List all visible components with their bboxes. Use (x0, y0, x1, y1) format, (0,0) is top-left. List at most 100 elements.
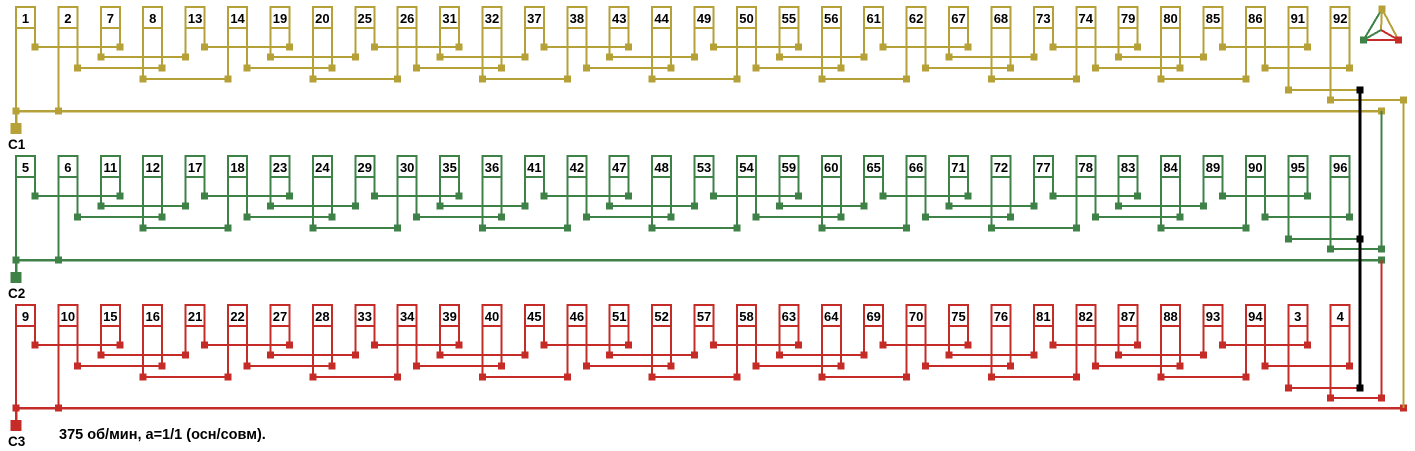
coil-box (778, 304, 800, 327)
junction-node (1176, 64, 1184, 72)
junction-node (1006, 64, 1014, 72)
coil-number: 96 (1333, 160, 1347, 175)
junction-node (1261, 213, 1269, 221)
coil-number: 29 (358, 160, 372, 175)
coil-number: 88 (1163, 309, 1177, 324)
junction-node (818, 75, 826, 83)
coil-number: 34 (400, 309, 415, 324)
coil-box (439, 304, 461, 327)
junction-node (394, 373, 402, 381)
coil-box (566, 155, 588, 178)
junction-node (328, 362, 336, 370)
coil-box (1329, 6, 1351, 29)
coil-box (1160, 6, 1182, 29)
coil-number: 50 (739, 11, 753, 26)
junction-node (964, 43, 972, 51)
coil-number: 54 (739, 160, 754, 175)
coil-number: 63 (782, 309, 796, 324)
junction-node (1327, 394, 1335, 402)
coil-number: 66 (909, 160, 923, 175)
junction-node (1030, 53, 1038, 61)
coil-box (99, 304, 121, 327)
junction-node (1284, 384, 1292, 392)
coil-number: 18 (230, 160, 244, 175)
junction-node (182, 351, 190, 359)
coil-number: 33 (358, 309, 372, 324)
coil-box (990, 304, 1012, 327)
terminal-c2-label: C2 (8, 286, 25, 301)
junction-node (139, 373, 147, 381)
coil-box (608, 155, 630, 178)
junction-node (31, 43, 39, 51)
junction-node (243, 362, 251, 370)
coil-number: 95 (1291, 160, 1305, 175)
coil-box (990, 155, 1012, 178)
junction-node (436, 202, 444, 210)
coil-box (227, 6, 249, 29)
junction-node (266, 351, 274, 359)
junction-node (1199, 53, 1207, 61)
junction-node (1157, 75, 1165, 83)
junction-node (1242, 224, 1250, 232)
junction-node (903, 224, 911, 232)
coil-number: 70 (909, 309, 923, 324)
junction-node (370, 43, 378, 51)
coil-box (481, 6, 503, 29)
coil-box (820, 304, 842, 327)
junction-node (1284, 86, 1292, 94)
coil-number: 38 (570, 11, 584, 26)
coil-box (693, 155, 715, 178)
junction-node (540, 43, 548, 51)
junction-node (224, 75, 232, 83)
coil-number: 86 (1248, 11, 1262, 26)
coil-box (863, 6, 885, 29)
junction-node (710, 192, 718, 200)
junction-node (1346, 213, 1354, 221)
junction-node (582, 64, 590, 72)
junction-node (116, 192, 124, 200)
coil-box (142, 155, 164, 178)
coil-number: 73 (1036, 11, 1050, 26)
coil-number: 61 (866, 11, 880, 26)
coil-number: 48 (654, 160, 668, 175)
coil-number: 51 (612, 309, 626, 324)
coil-number: 3 (1294, 309, 1301, 324)
coil-number: 47 (612, 160, 626, 175)
coil-box (651, 6, 673, 29)
junction-node (945, 202, 953, 210)
coil-number: 25 (358, 11, 372, 26)
coil-box (57, 155, 79, 178)
coil-box (1202, 304, 1224, 327)
junction-node (243, 213, 251, 221)
junction-node (606, 202, 614, 210)
junction-node (922, 213, 930, 221)
coil-box (481, 304, 503, 327)
coil-box (269, 6, 291, 29)
coil-number: 62 (909, 11, 923, 26)
junction-node (1327, 96, 1335, 104)
coil-box (142, 6, 164, 29)
coil-box (396, 304, 418, 327)
coil-number: 30 (400, 160, 414, 175)
junction-node (691, 53, 699, 61)
coil-number: 36 (485, 160, 499, 175)
junction-node (328, 213, 336, 221)
junction-node (116, 341, 124, 349)
coil-number: 78 (1079, 160, 1093, 175)
junction-node (945, 53, 953, 61)
coil-box (523, 304, 545, 327)
coil-number: 72 (994, 160, 1008, 175)
coil-box (99, 155, 121, 178)
star-delta-icon-edge (1381, 8, 1400, 41)
coil-box (1329, 155, 1351, 178)
coil-box (1244, 6, 1266, 29)
junction-node (606, 351, 614, 359)
junction-node (837, 213, 845, 221)
junction-node (964, 341, 972, 349)
coil-number: 9 (22, 309, 29, 324)
junction-node (285, 341, 293, 349)
junction-node (563, 224, 571, 232)
junction-node (158, 64, 166, 72)
junction-node (1218, 341, 1226, 349)
coil-box (15, 6, 36, 29)
